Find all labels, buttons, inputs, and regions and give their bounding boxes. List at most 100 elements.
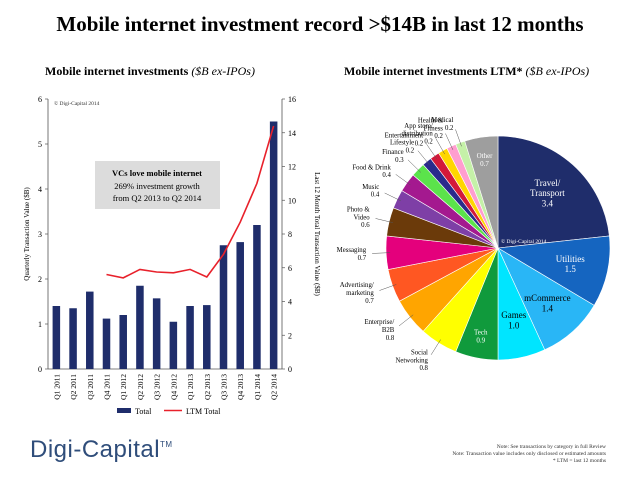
pie-slice-label: Travel/ — [535, 178, 561, 188]
x-tick-label: Q2 2013 — [203, 374, 212, 400]
page-title: Mobile internet investment record >$14B … — [56, 12, 584, 36]
logo-text: Digi-Capital — [30, 436, 161, 463]
bar — [169, 321, 178, 369]
pie-slice-value: 0.2 — [424, 138, 433, 145]
y2-tick-label: 2 — [288, 331, 292, 340]
bar — [102, 318, 111, 369]
y-tick-label: 1 — [38, 320, 42, 329]
footnote: Note: Transaction value includes only di… — [452, 451, 606, 457]
bar — [152, 298, 161, 369]
legend-label-ltm: LTM Total — [186, 407, 221, 416]
x-tick-label: Q2 2012 — [136, 374, 145, 400]
pie-slice-label: Video — [353, 214, 370, 221]
pie-leader-line — [384, 192, 401, 202]
pie-chart-copyright: © Digi-Capital 2014 — [501, 238, 547, 245]
bar — [203, 305, 211, 369]
ltm-line — [106, 125, 275, 279]
x-tick-label: Q4 2012 — [169, 374, 178, 400]
y-tick-label: 4 — [38, 185, 42, 194]
x-tick-label: Q3 2013 — [220, 374, 229, 400]
pie-slice-value: 0.6 — [361, 222, 370, 229]
pie-slice-label: Other — [477, 152, 494, 160]
pie-slice-label: Health & — [418, 118, 444, 125]
y2-tick-label: 16 — [288, 95, 296, 104]
y-tick-label: 5 — [38, 140, 42, 149]
pie-slice-label: marketing — [346, 290, 374, 297]
pie-slice — [464, 135, 499, 249]
pie-slice-value: 0.7 — [480, 160, 489, 168]
pie-slice — [497, 235, 611, 306]
footnotes: Note: See transactions by category in fu… — [452, 444, 606, 465]
bar — [119, 315, 127, 369]
pie-slice-label: Photo & — [347, 207, 371, 214]
y2-tick-label: 8 — [288, 230, 292, 239]
y-tick-label: 0 — [38, 365, 42, 374]
pie-leader-line — [426, 144, 438, 160]
pie-slice-label: Finance — [382, 149, 404, 156]
bar — [136, 285, 144, 369]
pie-slice-value: 0.8 — [419, 365, 428, 372]
pie-leader-line — [398, 314, 414, 327]
pie-chart-title: Mobile internet investments LTM* ($B ex-… — [344, 64, 589, 79]
pie-slice-label: Tech — [474, 328, 488, 336]
pie-slice-label: Advertising/ — [340, 282, 374, 289]
pie-slice-value: 0.8 — [386, 335, 395, 342]
pie-slice-label: Transport — [530, 188, 565, 198]
pie-slice-value: 0.7 — [365, 298, 374, 305]
pie-leader-line — [372, 252, 391, 254]
pie-slice-value: 0.7 — [358, 255, 367, 262]
pie-slice-value: 0.9 — [476, 336, 485, 344]
digi-capital-logo: Digi-CapitalTM — [30, 436, 173, 464]
y2-tick-label: 14 — [288, 129, 296, 138]
pie-slice-value: 0.4 — [382, 172, 391, 179]
y-tick-label: 2 — [38, 275, 42, 284]
x-tick-label: Q1 2011 — [52, 374, 61, 400]
pie-leader-line — [395, 174, 411, 186]
pie-slice-label: Messaging — [337, 247, 367, 254]
pie-slice-value: 0.3 — [395, 157, 404, 164]
y2-axis-label: Last 12 Month Total Transaction Value ($… — [313, 172, 321, 296]
logo-trademark: TM — [160, 440, 173, 449]
legend-swatch-total — [117, 408, 131, 413]
pie-slice-value: 1.0 — [508, 321, 520, 331]
pie-slice-value: 1.4 — [542, 303, 554, 313]
pie-leader-line — [455, 129, 462, 147]
pie-leader-line — [430, 339, 441, 355]
bar-chart-title-text: Mobile internet investments — [45, 64, 189, 78]
pie-leader-line — [375, 218, 394, 223]
bar-chart-title-unit: ($B ex-IPOs) — [191, 64, 255, 78]
x-tick-label: Q2 2011 — [69, 374, 78, 400]
pie-slice-value: 0.2 — [406, 147, 415, 154]
pie-slice-value: 0.2 — [445, 125, 454, 132]
pie-slice-value: 0.2 — [434, 133, 443, 140]
bar — [186, 306, 194, 369]
pie-slice-label: Social — [411, 349, 428, 356]
footnote: Note: See transactions by category in fu… — [496, 444, 606, 450]
footnote: * LTM = last 12 months — [552, 458, 606, 464]
pie-slice-label: Networking — [395, 357, 428, 364]
annotation-line: 269% investment growth — [114, 181, 200, 191]
y-tick-label: 3 — [38, 230, 42, 239]
pie-leader-line — [407, 159, 421, 173]
y2-tick-label: 12 — [288, 163, 296, 172]
bar-chart-title: Mobile internet investments ($B ex-IPOs) — [45, 64, 255, 79]
annotation-line: from Q2 2013 to Q2 2014 — [113, 193, 202, 203]
pie-slice-label: distribution — [401, 131, 433, 138]
x-tick-label: Q1 2012 — [119, 374, 128, 400]
y2-tick-label: 6 — [288, 264, 292, 273]
pie-leader-line — [435, 138, 445, 155]
y2-tick-label: 10 — [288, 196, 296, 205]
pie-slice-label: Lifestyle — [390, 140, 414, 147]
pie-chart-title-unit: ($B ex-IPOs) — [525, 64, 590, 78]
x-tick-label: Q1 2013 — [186, 374, 195, 400]
bar-chart-copyright: © Digi-Capital 2014 — [54, 100, 100, 107]
bar — [236, 242, 244, 369]
x-tick-label: Q3 2011 — [86, 374, 95, 400]
pie-slice-value: 3.4 — [542, 199, 554, 209]
bar — [219, 245, 228, 369]
pie-slice-value: 0.4 — [371, 192, 380, 199]
pie-slice — [497, 135, 610, 249]
pie-slice-value: 1.5 — [565, 264, 577, 274]
pie-slice-label: Enterprise/ — [364, 319, 394, 326]
